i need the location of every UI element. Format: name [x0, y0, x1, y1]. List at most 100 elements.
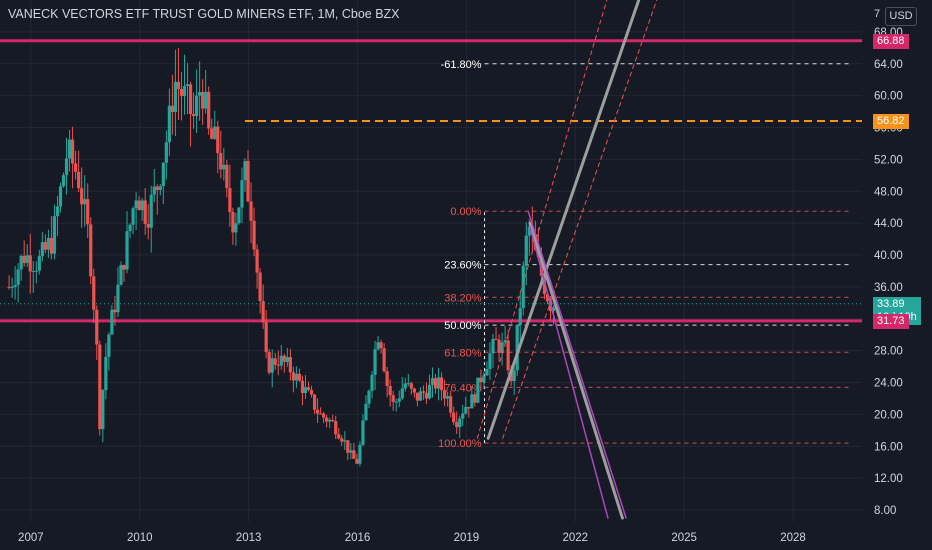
- candle-body: [340, 438, 344, 442]
- candle-body: [524, 235, 528, 266]
- candle-body: [470, 394, 474, 409]
- candle-body: [443, 390, 447, 399]
- candle-body: [16, 269, 20, 286]
- candle-body: [397, 398, 401, 402]
- fib-level-price-badge: 56.82: [873, 113, 909, 129]
- candle-body: [476, 377, 480, 403]
- candle-body: [545, 294, 550, 302]
- fib-level-label: 38.20%: [444, 292, 482, 304]
- candle-body: [46, 238, 50, 250]
- candle-body: [482, 375, 486, 383]
- candle-body: [225, 164, 229, 189]
- candle-body: [240, 180, 244, 208]
- price-tick-label: 60.00: [874, 91, 903, 103]
- candle-body: [415, 392, 419, 401]
- candle-body: [95, 309, 99, 345]
- candle-body: [346, 440, 350, 453]
- candle-body: [104, 356, 108, 391]
- candle-body: [409, 383, 413, 389]
- candle-body: [119, 265, 123, 285]
- candle-body: [52, 216, 57, 254]
- candle-body: [86, 199, 90, 225]
- candle-body: [125, 231, 129, 270]
- candle-body: [394, 401, 398, 403]
- currency-button[interactable]: USD: [885, 7, 917, 26]
- fib-level-label: 23.60%: [444, 260, 482, 272]
- candle-body: [204, 91, 208, 109]
- candle-body: [497, 339, 501, 353]
- candle-body: [518, 308, 522, 326]
- candle-body: [61, 175, 66, 187]
- candle-body: [170, 105, 174, 112]
- top-axis-value: 7: [874, 8, 881, 20]
- candle-body: [506, 340, 510, 371]
- candle-body: [406, 383, 410, 385]
- candle-body: [382, 348, 386, 372]
- price-tick-label: 12.00: [874, 473, 903, 485]
- candle-body: [188, 84, 193, 115]
- time-tick-label: 2016: [345, 532, 371, 544]
- candle-body: [191, 114, 196, 116]
- candle-body: [373, 349, 377, 375]
- candle-body: [521, 265, 525, 309]
- candle-body: [388, 386, 392, 396]
- candle-body: [446, 396, 450, 399]
- candle-body: [288, 357, 292, 373]
- candle-body: [216, 126, 220, 154]
- candle-body: [303, 387, 308, 393]
- fib-level-label: 76.40%: [444, 382, 482, 394]
- candle-body: [143, 200, 147, 224]
- candle-body: [110, 309, 114, 335]
- candle-body: [49, 238, 54, 254]
- candle-body: [55, 206, 60, 217]
- candle-body: [161, 162, 165, 187]
- candle-body: [385, 371, 389, 387]
- candle-body: [43, 242, 47, 250]
- candle-body: [309, 389, 314, 395]
- candle-body: [10, 287, 14, 289]
- candle-body: [13, 285, 17, 288]
- candle-body: [158, 186, 162, 190]
- price-tick-label: 28.00: [874, 346, 903, 358]
- candle-body: [122, 265, 126, 270]
- candle-body: [252, 220, 256, 250]
- candle-body: [449, 396, 453, 413]
- price-axis-area: [862, 0, 932, 550]
- candle-body: [149, 194, 153, 228]
- candle-body: [461, 413, 465, 419]
- candle-body: [391, 395, 395, 402]
- candle-body: [116, 284, 120, 313]
- candle-body: [337, 434, 341, 439]
- candle-body: [358, 444, 362, 464]
- candle-body: [7, 286, 11, 288]
- candle-body: [376, 342, 380, 350]
- price-tick-label: 36.00: [874, 282, 903, 294]
- candle-body: [276, 364, 280, 366]
- candle-body: [282, 355, 286, 362]
- candle-body: [137, 200, 141, 211]
- candle-body: [503, 340, 507, 343]
- candle-body: [234, 223, 238, 233]
- candle-body: [334, 421, 338, 435]
- candle-body: [491, 338, 495, 354]
- time-tick-label: 2019: [454, 532, 480, 544]
- candle-body: [455, 422, 459, 428]
- candle-body: [291, 372, 295, 381]
- candle-body: [515, 325, 519, 371]
- candle-body: [185, 84, 190, 86]
- time-tick-label: 2025: [671, 532, 697, 544]
- candle-body: [155, 186, 159, 190]
- price-tick-label: 48.00: [874, 186, 903, 198]
- candle-body: [527, 226, 531, 236]
- candle-body: [403, 383, 407, 389]
- candle-body: [500, 342, 504, 353]
- candle-body: [312, 394, 317, 410]
- candle-body: [255, 249, 259, 273]
- candle-body: [222, 164, 226, 170]
- candle-body: [322, 413, 326, 418]
- candle-body: [367, 390, 371, 404]
- candle-body: [473, 394, 477, 403]
- time-axis-area: [0, 522, 932, 550]
- candle-body: [92, 276, 96, 310]
